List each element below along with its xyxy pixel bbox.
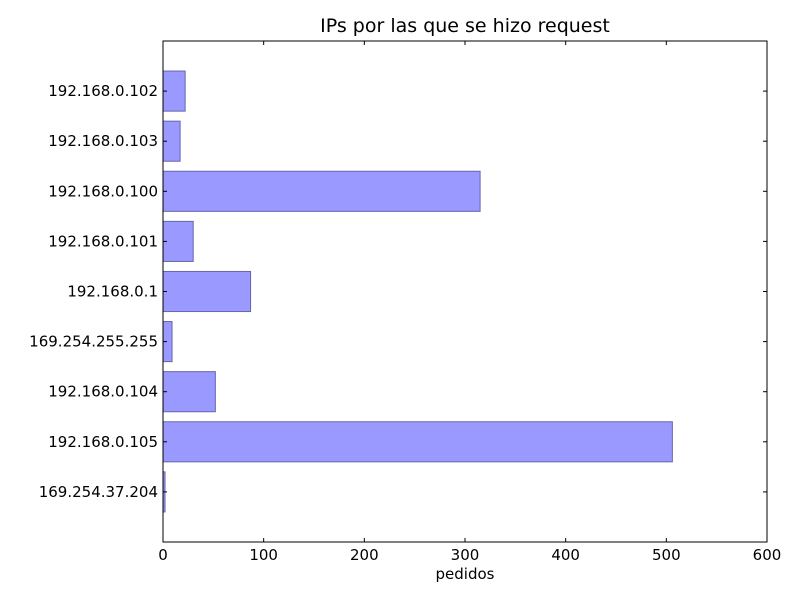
x-tick-label: 600 [753,546,782,564]
bar [162,170,481,212]
x-tick-label: 200 [350,546,379,564]
x-tick-label: 300 [451,546,480,564]
bar [162,371,216,413]
y-tick-label: 192.168.0.100 [48,182,158,200]
x-tick-label: 500 [652,546,681,564]
bar [162,270,252,313]
bar [162,421,673,463]
y-tick-label: 192.168.0.102 [48,82,158,100]
x-axis-label: pedidos [436,565,495,583]
y-tick-label: 192.168.0.104 [48,383,158,401]
y-tick-label: 192.168.0.101 [48,232,158,250]
y-tick-label: 169.254.255.255 [29,333,158,351]
chart-title: IPs por las que se hizo request [320,15,610,37]
y-tick-label: 192.168.0.103 [48,132,158,150]
plot-frame [162,40,768,543]
x-tick-label: 400 [551,546,580,564]
y-tick-label: 192.168.0.105 [48,433,158,451]
x-tick-label: 0 [158,546,168,564]
ticks-group: 192.168.0.102 192.168.0.103 192.168.0.100 1… [29,41,781,564]
y-tick-label: 169.254.37.204 [39,483,158,501]
y-tick-label: 192.168.0.1 [67,283,158,301]
x-tick-label: 100 [249,546,278,564]
bar [162,220,194,262]
bars-group [162,70,673,513]
